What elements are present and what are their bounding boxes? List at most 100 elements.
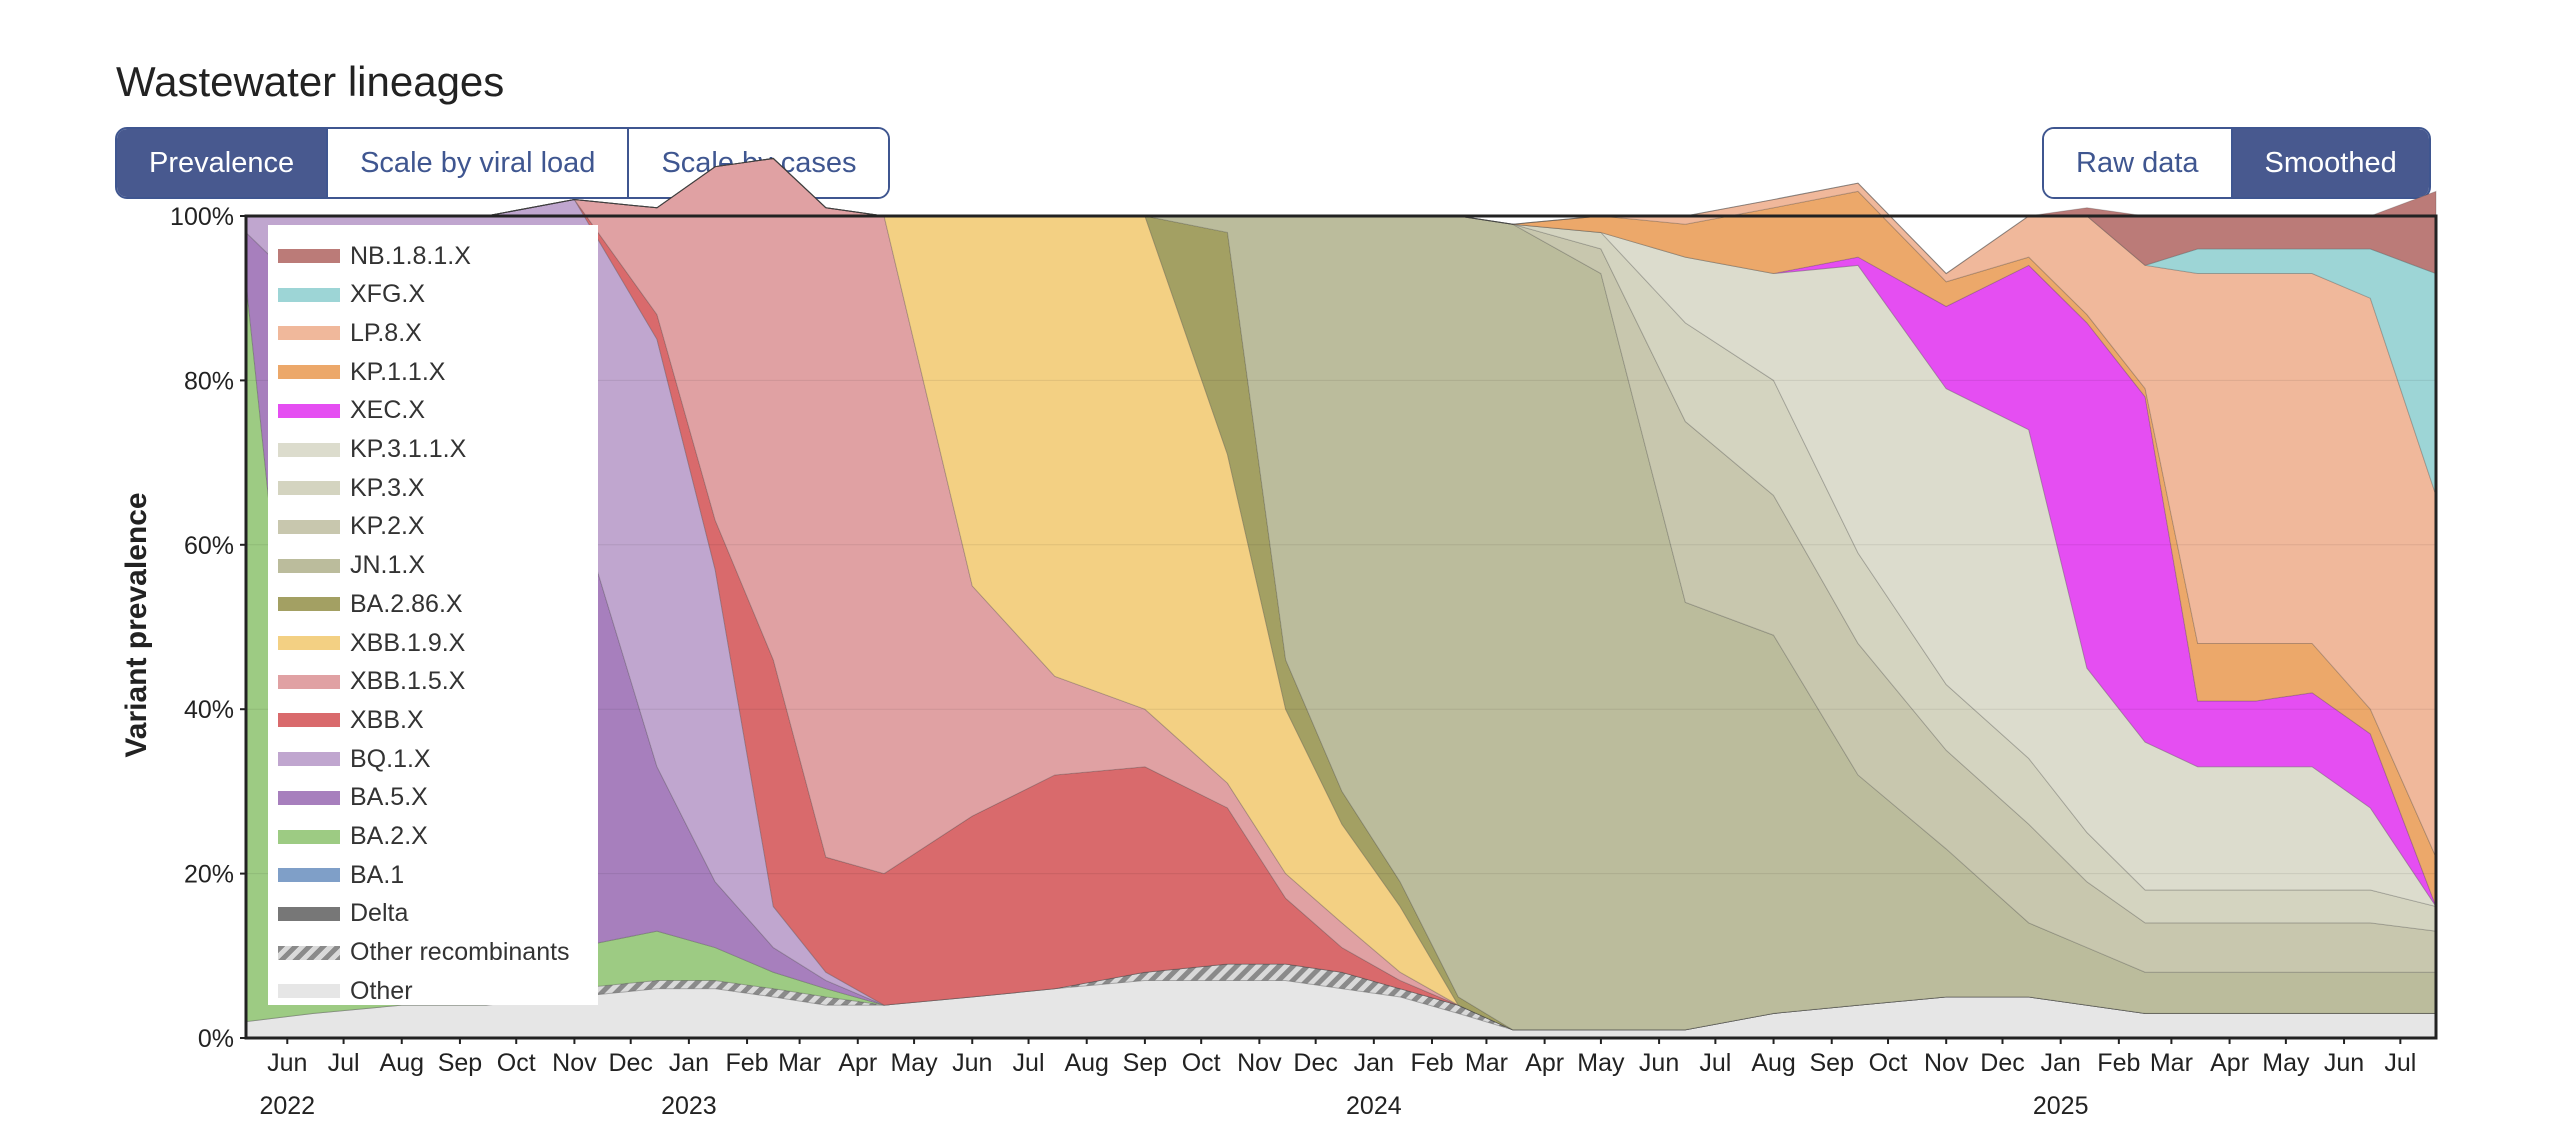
legend-swatch: [278, 519, 340, 534]
legend-item-kp-3-x[interactable]: KP.3.X: [278, 473, 425, 503]
x-tick-label: Nov: [1924, 1049, 1969, 1077]
x-tick-label: May: [890, 1049, 938, 1077]
legend-swatch: [278, 945, 340, 960]
raw-data-button[interactable]: Raw data: [2044, 129, 2233, 197]
x-tick-label: May: [2262, 1049, 2310, 1077]
legend-item-nb-1-8-1-x[interactable]: NB.1.8.1.X: [278, 241, 471, 271]
legend-item-kp-3-1-1-x[interactable]: KP.3.1.1.X: [278, 435, 466, 465]
x-tick-label: Dec: [1293, 1049, 1337, 1077]
legend-swatch: [278, 984, 340, 999]
legend-label: BQ.1.X: [350, 744, 431, 773]
legend-label: KP.2.X: [350, 512, 425, 541]
legend-swatch: [278, 326, 340, 341]
x-tick-label: Jun: [267, 1049, 307, 1077]
x-tick-label: Jul: [2384, 1049, 2416, 1077]
x-tick-label: Jun: [2324, 1049, 2364, 1077]
legend-item-lp-8-x[interactable]: LP.8.X: [278, 318, 422, 348]
legend-item-kp-1-1-x[interactable]: KP.1.1.X: [278, 357, 445, 387]
x-tick-label: Sep: [1809, 1049, 1853, 1077]
x-tick-label: Sep: [438, 1049, 482, 1077]
x-tick-label: Jun: [952, 1049, 992, 1077]
area-xbb-x: [246, 199, 2436, 1031]
y-tick-label: 60%: [184, 532, 234, 560]
legend-label: BA.2.86.X: [350, 589, 463, 618]
x-tick-label: Nov: [1237, 1049, 1282, 1077]
legend-swatch: [278, 365, 340, 380]
legend-item-ba-1[interactable]: BA.1: [278, 860, 404, 890]
legend-label: JN.1.X: [350, 551, 426, 580]
scale-by-viral-load-button[interactable]: Scale by viral load: [328, 129, 630, 197]
legend-swatch: [278, 868, 340, 883]
legend-item-xec-x[interactable]: XEC.X: [278, 396, 425, 426]
chart-legend: NB.1.8.1.X XFG.X LP.8.X KP.1.1.X XEC.X KP.3.1…: [268, 225, 598, 1005]
legend-label: Delta: [350, 899, 409, 928]
legend-label: Other recombinants: [350, 938, 570, 967]
x-tick-label: Oct: [1869, 1049, 1908, 1077]
x-tick-label: Jul: [328, 1049, 360, 1077]
legend-swatch: [278, 249, 340, 263]
x-tick-label: Aug: [1064, 1049, 1108, 1077]
page-title: Wastewater lineages: [116, 58, 505, 105]
x-tick-label: May: [1577, 1049, 1625, 1077]
legend-label: LP.8.X: [350, 318, 422, 347]
y-tick-label: 20%: [184, 861, 234, 889]
prevalence-button[interactable]: Prevalence: [117, 129, 329, 197]
x-year-label: 2025: [2033, 1092, 2089, 1120]
area-other-recombinants: [245, 963, 2436, 1031]
x-tick-label: Mar: [1465, 1049, 1508, 1077]
smoothed-button[interactable]: Smoothed: [2232, 129, 2429, 197]
legend-swatch: [278, 442, 340, 457]
plot-frame: [244, 214, 2438, 1040]
legend-swatch: [278, 790, 340, 805]
x-tick-label: Oct: [1182, 1049, 1221, 1077]
x-tick-label: Oct: [497, 1049, 536, 1077]
legend-swatch: [278, 287, 340, 302]
legend-swatch: [278, 713, 340, 728]
legend-item-kp-2-x[interactable]: KP.2.X: [278, 512, 425, 542]
legend-item-ba-2-86-x[interactable]: BA.2.86.X: [278, 589, 463, 619]
legend-swatch: [278, 636, 340, 650]
legend-item-bq-1-x[interactable]: BQ.1.X: [278, 744, 431, 774]
y-tick-label: 80%: [184, 367, 234, 395]
legend-item-other[interactable]: Other: [278, 976, 413, 1006]
x-tick-label: Apr: [2210, 1049, 2249, 1077]
x-tick-label: Sep: [1123, 1049, 1167, 1077]
legend-item-xbb-1-5-x[interactable]: XBB.1.5.X: [278, 667, 465, 697]
x-year-label: 2023: [661, 1092, 717, 1120]
smoothing-toggle-group: Raw data Smoothed: [2042, 127, 2431, 199]
legend-item-xbb-1-9-x[interactable]: XBB.1.9.X: [278, 628, 465, 658]
x-tick-label: Jan: [669, 1049, 709, 1077]
legend-swatch: [278, 403, 340, 418]
x-tick-label: Feb: [726, 1049, 769, 1077]
x-tick-label: Nov: [552, 1049, 597, 1077]
legend-label: Other: [350, 976, 413, 1005]
legend-label: KP.3.X: [350, 473, 425, 502]
legend-swatch: [278, 906, 340, 921]
x-tick-label: Dec: [608, 1049, 652, 1077]
legend-swatch: [278, 558, 340, 573]
legend-label: KP.3.1.1.X: [350, 435, 467, 463]
x-tick-label: Mar: [778, 1049, 821, 1077]
x-tick-label: Dec: [1980, 1049, 2024, 1077]
legend-label: XEC.X: [350, 396, 426, 425]
legend-swatch: [278, 829, 340, 844]
legend-label: KP.1.1.X: [350, 357, 446, 386]
legend-swatch: [278, 674, 340, 689]
legend-swatch: [278, 481, 340, 496]
x-tick-label: Apr: [1525, 1049, 1564, 1077]
legend-swatch: [278, 597, 340, 612]
legend-label: BA.1: [350, 860, 405, 889]
x-tick-label: Apr: [838, 1049, 877, 1077]
legend-item-other-recombinants[interactable]: Other recombinants: [278, 938, 570, 968]
y-tick-label: 0%: [198, 1025, 234, 1053]
legend-item-xbb-x[interactable]: XBB.X: [278, 705, 424, 735]
legend-item-jn-1-x[interactable]: JN.1.X: [278, 551, 425, 581]
legend-item-ba-5-x[interactable]: BA.5.X: [278, 783, 428, 813]
x-tick-label: Mar: [2150, 1049, 2193, 1077]
legend-item-xfg-x[interactable]: XFG.X: [278, 280, 425, 310]
x-tick-label: Jun: [1639, 1049, 1679, 1077]
legend-item-delta[interactable]: Delta: [278, 899, 408, 929]
x-tick-label: Feb: [2097, 1049, 2140, 1077]
legend-item-ba-2-x[interactable]: BA.2.X: [278, 822, 428, 852]
legend-label: XBB.X: [350, 705, 424, 734]
